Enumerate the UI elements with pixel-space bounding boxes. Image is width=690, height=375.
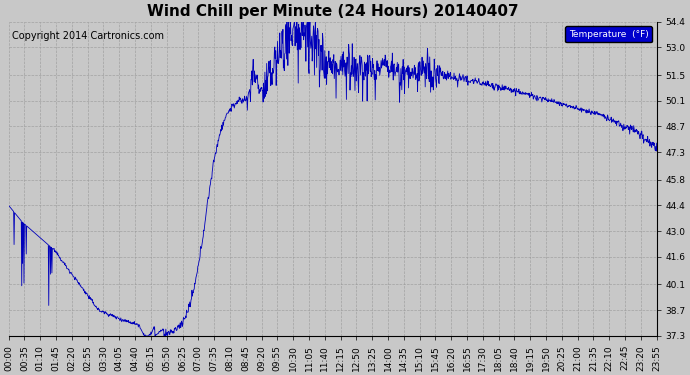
Title: Wind Chill per Minute (24 Hours) 20140407: Wind Chill per Minute (24 Hours) 2014040… — [147, 4, 518, 19]
Text: Copyright 2014 Cartronics.com: Copyright 2014 Cartronics.com — [12, 31, 164, 41]
Legend: Temperature  (°F): Temperature (°F) — [565, 26, 652, 42]
